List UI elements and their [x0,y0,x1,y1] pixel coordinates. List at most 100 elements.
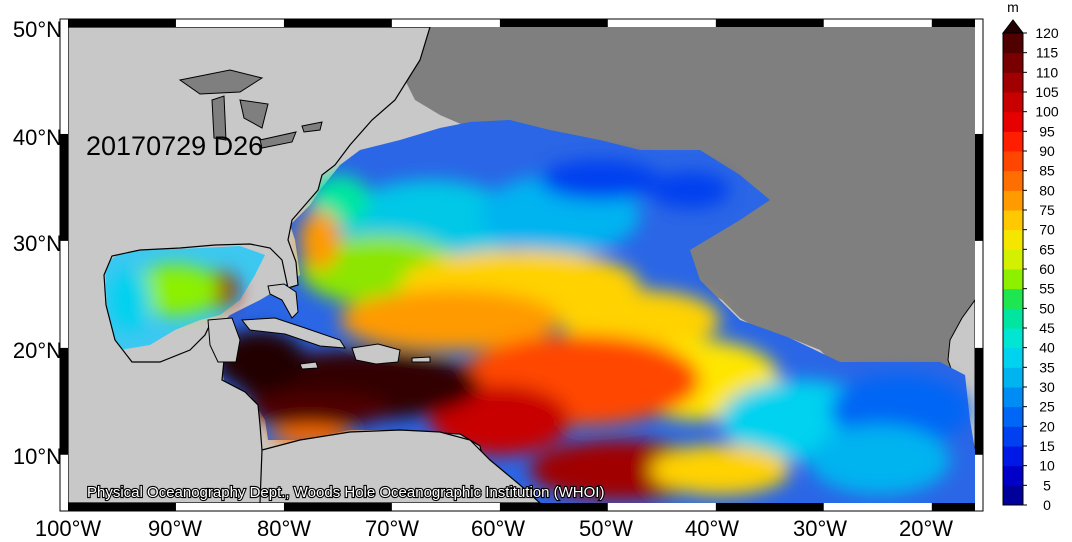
hispaniola [351,343,401,365]
colorbar-tick-label: 10 [1039,458,1055,474]
colorbar-tick-label: 15 [1039,438,1055,454]
colorbar-tick-label: 95 [1039,123,1055,139]
frame-band [715,19,824,27]
colorbar-swatch [1003,485,1023,506]
frame-band [283,19,392,27]
colorbar-tick-label: 65 [1039,241,1055,257]
lat-label: 10°N [13,444,62,469]
colorbar-swatch [1003,446,1023,467]
frame-outline [59,18,984,512]
puerto-rico [411,356,431,363]
colorbar-tick-label: 45 [1039,320,1055,336]
colorbar-swatch [1003,465,1023,486]
frame-band [283,503,392,511]
colorbar-swatch [1003,92,1023,113]
colorbar-tick-label: 120 [1035,25,1059,41]
colorbar-tick-label: 40 [1039,340,1055,356]
colorbar-swatches [1003,33,1023,506]
colorbar-ticks: 0 5 10 15 20 25 30 35 40 45 50 55 60 65 70 75 80 85 90 95 10… [1023,25,1059,513]
frame-band [391,19,500,27]
colorbar-swatch [1003,387,1023,408]
colorbar-tick-label: 80 [1039,182,1055,198]
colorbar-swatch [1003,347,1023,368]
colorbar-swatch [1003,328,1023,349]
frame-band [607,19,716,27]
credit-text: Physical Oceanography Dept., Woods Hole … [87,484,604,501]
lon-label: 90°W [148,516,202,541]
jamaica [299,361,319,370]
frame-band [60,454,68,503]
colorbar-swatch [1003,210,1023,231]
colorbar-tick-label: 0 [1043,497,1051,513]
colorbar-tick-label: 75 [1039,202,1055,218]
frame-band [975,347,983,455]
frame-band [975,27,983,134]
longitude-labels: 100°W 90°W 80°W 70°W 60°W 50°W 40°W 30°W… [35,516,953,541]
frame-band [499,19,608,27]
lat-label: 20°N [13,338,62,363]
colorbar-tick-label: 115 [1036,45,1059,61]
colorbar-swatch [1003,190,1023,211]
colorbar-swatch [1003,170,1023,191]
colorbar-swatch [1003,33,1023,54]
colorbar-swatch [1003,269,1023,290]
colorbar-swatch [1003,426,1023,447]
florida [267,283,299,319]
frame-band [607,503,716,511]
frame-band [931,503,975,511]
lon-label: 30°W [793,516,847,541]
frame-band [68,503,176,511]
lat-label: 40°N [13,125,62,150]
south-america-land [259,429,541,503]
cuba [241,317,346,349]
colorbar-tick-label: 70 [1039,222,1055,238]
colorbar-tick-label: 20 [1039,418,1055,434]
colorbar-swatch [1003,131,1023,152]
colorbar-swatch [1003,111,1023,132]
colorbar-tick-label: 90 [1039,143,1055,159]
frame-band [60,347,68,455]
colorbar-swatch [1003,229,1023,250]
colorbar-swatch [1003,406,1023,427]
colorbar-swatch [1003,52,1023,73]
frame-band [60,27,68,134]
frame-band [499,503,608,511]
colorbar: m 0 5 10 15 20 25 30 35 40 45 50 55 60 65 70 75 80 85 90 95… [1001,0,1059,513]
colorbar-swatch [1003,308,1023,329]
colorbar-swatch [1003,72,1023,93]
frame-band [391,503,500,511]
frame-band [823,503,932,511]
frame-band [175,503,284,511]
caribbean-islands [207,283,431,370]
frame-band [60,133,68,241]
frame-band [975,240,983,348]
colorbar-tick-label: 25 [1039,399,1055,415]
lat-label: 30°N [13,231,62,256]
lat-label: 50°N [13,17,62,42]
yucatan [207,317,241,363]
lon-label: 60°W [471,516,525,541]
lon-label: 100°W [35,516,102,541]
map-area [68,27,975,503]
colorbar-tick-label: 30 [1039,379,1055,395]
colorbar-arrow [1001,19,1025,34]
great-lakes [178,69,323,149]
colorbar-tick-label: 105 [1035,84,1059,100]
lon-label: 20°W [899,516,953,541]
frame-band [975,454,983,503]
colorbar-tick-label: 60 [1039,261,1055,277]
latitude-labels: 50°N 40°N 30°N 20°N 10°N [13,17,62,469]
colorbar-tick-label: 55 [1039,281,1055,297]
colorbar-tick-label: 35 [1039,359,1055,375]
frame-band [823,19,932,27]
lon-label: 80°W [257,516,311,541]
colorbar-tick-label: 110 [1036,64,1059,80]
lon-label: 70°W [365,516,419,541]
map-frame [59,18,984,512]
ocean-blobs [110,160,970,500]
colorbar-swatch [1003,151,1023,172]
colorbar-tick-label: 5 [1043,477,1051,493]
frame-band [931,19,975,27]
colorbar-swatch [1003,249,1023,270]
